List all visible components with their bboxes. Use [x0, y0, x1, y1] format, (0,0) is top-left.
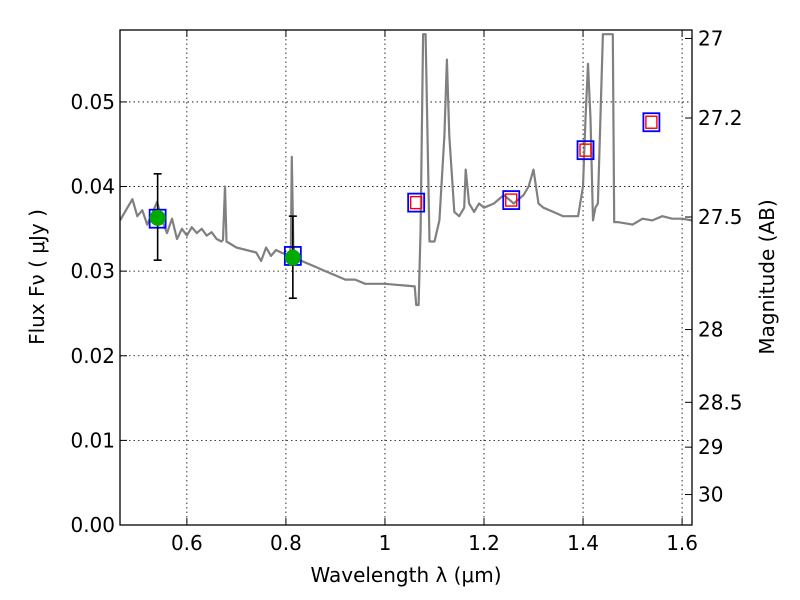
observed-photometry-square [579, 143, 592, 157]
model-photometry-square [642, 112, 661, 133]
x-tick-label: 1.4 [567, 531, 599, 555]
tick-layer: 0.6 0.8 1 1.2 1.4 1.6 0.00 0.01 0.02 0.03 0.04 0.05… [70, 26, 742, 555]
x-tick-label: 0.8 [270, 531, 302, 555]
y-tick-label: 0.05 [70, 90, 115, 114]
x-tick-label: 0.6 [171, 531, 203, 555]
y-tick-label: 0.00 [70, 513, 115, 537]
magnitude-tick-label: 30 [698, 483, 723, 507]
magnitude-tick-label: 29 [698, 435, 723, 459]
model-photometry-square [502, 190, 521, 210]
y-tick-label: 0.01 [70, 428, 115, 452]
y-tick-label: 0.02 [70, 344, 115, 368]
magnitude-tick-label: 28.5 [698, 390, 743, 414]
x-tick-label: 1.6 [666, 531, 698, 555]
magnitude-tick-label: 27.5 [698, 205, 743, 229]
magnitude-tick-label: 27 [698, 26, 723, 50]
x-tick-label: 1 [379, 531, 392, 555]
sed-model-line [120, 33, 692, 307]
series-layer [120, 33, 692, 307]
model-photometry-square [576, 140, 595, 161]
observed-flux-point [284, 249, 301, 266]
grid-layer [120, 30, 692, 526]
observed-photometry-square [409, 195, 423, 210]
plot-frame [119, 29, 693, 526]
x-tick-label: 1.2 [468, 531, 500, 555]
y-tick-label: 0.04 [70, 175, 115, 199]
y-axis-label: Flux Fν ( μJy ) [25, 209, 49, 345]
marker-layer [148, 112, 661, 300]
observed-flux-point [149, 209, 166, 226]
observed-photometry-square [505, 193, 518, 207]
observed-photometry-square [645, 115, 658, 129]
magnitude-tick-label: 27.2 [698, 106, 743, 130]
y-tick-label: 0.03 [70, 259, 115, 283]
magnitude-axis-label: Magnitude (AB) [755, 199, 779, 354]
model-photometry-square [407, 192, 426, 213]
magnitude-tick-label: 28 [698, 318, 723, 342]
x-axis-label: Wavelength λ (μm) [310, 563, 501, 587]
